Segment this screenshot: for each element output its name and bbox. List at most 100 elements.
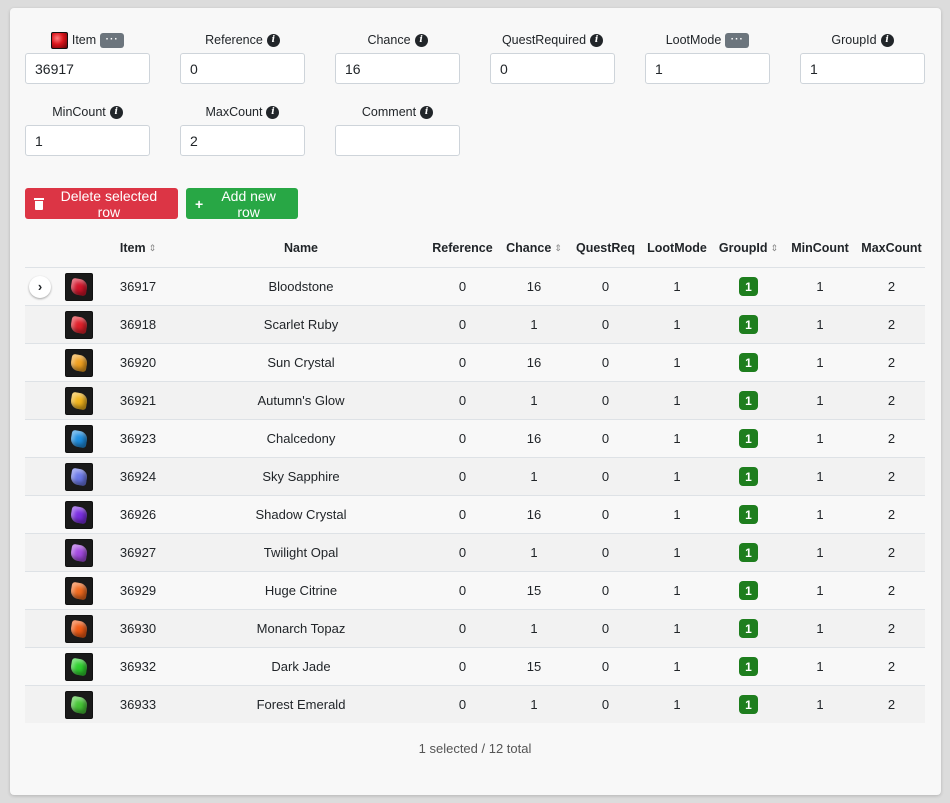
item-input[interactable] [25, 53, 150, 84]
quest-required-field-label: QuestRequired i [490, 31, 615, 49]
chance-field-label: Chance i [335, 31, 460, 49]
chance-cell: 16 [526, 279, 542, 294]
min-count-field: MinCount i [25, 103, 150, 156]
reference-cell: 0 [458, 507, 467, 522]
max-count-input[interactable] [180, 125, 305, 156]
max-count-cell: 2 [887, 469, 896, 484]
loot-editor-card: Item ··· Reference i Chance i QuestRequi… [10, 8, 941, 795]
item-icon-cell [55, 268, 103, 305]
info-icon[interactable]: i [266, 33, 280, 47]
row-expand-cell [25, 686, 55, 723]
table-row[interactable]: 36930 Monarch Topaz 0 1 0 1 1 1 2 [25, 610, 925, 648]
col-header-loot-mode[interactable]: LootMode [639, 228, 715, 268]
max-count-field: MaxCount i [180, 103, 305, 156]
item-more-button[interactable]: ··· [100, 32, 125, 48]
chance-input[interactable] [335, 53, 460, 84]
gem-icon [65, 386, 93, 415]
sort-icon: ⇕ [770, 242, 779, 253]
item-name-cell: Dark Jade [271, 659, 331, 674]
row-expand-cell [25, 648, 55, 685]
table-row[interactable]: 36932 Dark Jade 0 15 0 1 1 1 2 [25, 648, 925, 686]
chance-cell: 15 [526, 583, 542, 598]
col-header-item[interactable]: Item ⇕ [103, 228, 173, 268]
quest-required-cell: 0 [601, 621, 610, 636]
item-name-cell: Scarlet Ruby [263, 317, 339, 332]
quest-required-cell: 0 [601, 469, 610, 484]
info-icon[interactable]: i [266, 105, 280, 119]
group-id-badge: 1 [739, 619, 758, 638]
reference-cell: 0 [458, 317, 467, 332]
group-id-badge: 1 [739, 543, 758, 562]
group-id-badge: 1 [739, 277, 758, 296]
col-header-item-label: Item [119, 241, 146, 255]
comment-input[interactable] [335, 125, 460, 156]
table-row[interactable]: 36933 Forest Emerald 0 1 0 1 1 1 2 [25, 686, 925, 723]
group-id-cell: 1 [715, 648, 782, 685]
loot-mode-cell: 1 [673, 279, 681, 294]
trash-icon [34, 197, 44, 210]
group-id-cell: 1 [715, 496, 782, 533]
reference-cell: 0 [458, 697, 467, 712]
expand-row-chevron-icon[interactable]: › [29, 275, 51, 298]
table-row[interactable]: 36924 Sky Sapphire 0 1 0 1 1 1 2 [25, 458, 925, 496]
chance-cell: 16 [526, 507, 542, 522]
info-icon[interactable]: i [880, 33, 894, 47]
col-header-quest[interactable]: QuestReq [572, 228, 639, 268]
min-count-cell: 1 [816, 279, 824, 294]
info-icon[interactable]: i [414, 33, 428, 47]
loot-mode-input[interactable] [645, 53, 770, 84]
reference-cell: 0 [458, 659, 467, 674]
info-icon[interactable]: i [590, 33, 604, 47]
item-id-cell: 36927 [119, 545, 157, 560]
delete-selected-row-button[interactable]: Delete selected row [25, 188, 178, 220]
gem-icon [65, 690, 93, 719]
group-id-label-text: GroupId [831, 33, 877, 47]
loot-mode-more-button[interactable]: ··· [725, 32, 750, 48]
min-count-input[interactable] [25, 125, 150, 156]
info-icon[interactable]: i [420, 105, 434, 119]
table-row[interactable]: 36920 Sun Crystal 0 16 0 1 1 1 2 [25, 344, 925, 382]
col-header-min-count-label: MinCount [791, 241, 849, 255]
table-row[interactable]: 36927 Twilight Opal 0 1 0 1 1 1 2 [25, 534, 925, 572]
loot-mode-cell: 1 [673, 545, 681, 560]
group-id-badge: 1 [739, 391, 758, 410]
info-icon[interactable]: i [109, 105, 123, 119]
reference-cell: 0 [458, 279, 467, 294]
item-id-cell: 36921 [119, 393, 157, 408]
col-header-name[interactable]: Name [173, 228, 429, 268]
col-header-name-label: Name [283, 241, 319, 255]
item-name-cell: Sun Crystal [267, 355, 335, 370]
row-expand-cell [25, 458, 55, 495]
table-row[interactable]: 36918 Scarlet Ruby 0 1 0 1 1 1 2 [25, 306, 925, 344]
row-expand-cell [25, 496, 55, 533]
reference-cell: 0 [458, 431, 467, 446]
min-count-cell: 1 [816, 469, 824, 484]
col-header-chance[interactable]: Chance ⇕ [496, 228, 572, 268]
add-new-row-button[interactable]: + Add new row [186, 188, 298, 220]
loot-mode-field: LootMode ··· [645, 31, 770, 84]
col-header-min-count[interactable]: MinCount [782, 228, 858, 268]
group-id-badge: 1 [739, 657, 758, 676]
col-header-max-count-label: MaxCount [861, 241, 922, 255]
table-row[interactable]: 36921 Autumn's Glow 0 1 0 1 1 1 2 [25, 382, 925, 420]
col-header-max-count[interactable]: MaxCount [858, 228, 925, 268]
table-row[interactable]: › 36917 Bloodstone 0 16 0 1 1 1 2 [25, 268, 925, 306]
col-header-reference[interactable]: Reference [429, 228, 496, 268]
reference-input[interactable] [180, 53, 305, 84]
table-row[interactable]: 36926 Shadow Crystal 0 16 0 1 1 1 2 [25, 496, 925, 534]
table-row[interactable]: 36929 Huge Citrine 0 15 0 1 1 1 2 [25, 572, 925, 610]
chance-cell: 15 [526, 659, 542, 674]
loot-mode-cell: 1 [673, 583, 681, 598]
group-id-field-label: GroupId i [800, 31, 925, 49]
item-id-cell: 36918 [119, 317, 157, 332]
group-id-input[interactable] [800, 53, 925, 84]
loot-mode-cell: 1 [673, 621, 681, 636]
quest-required-cell: 0 [601, 659, 610, 674]
max-count-cell: 2 [887, 545, 896, 560]
quest-required-input[interactable] [490, 53, 615, 84]
col-header-reference-label: Reference [432, 241, 493, 255]
col-header-group-id[interactable]: GroupId ⇕ [715, 228, 782, 268]
row-expand-cell [25, 572, 55, 609]
table-row[interactable]: 36923 Chalcedony 0 16 0 1 1 1 2 [25, 420, 925, 458]
item-name-cell: Shadow Crystal [255, 507, 347, 522]
